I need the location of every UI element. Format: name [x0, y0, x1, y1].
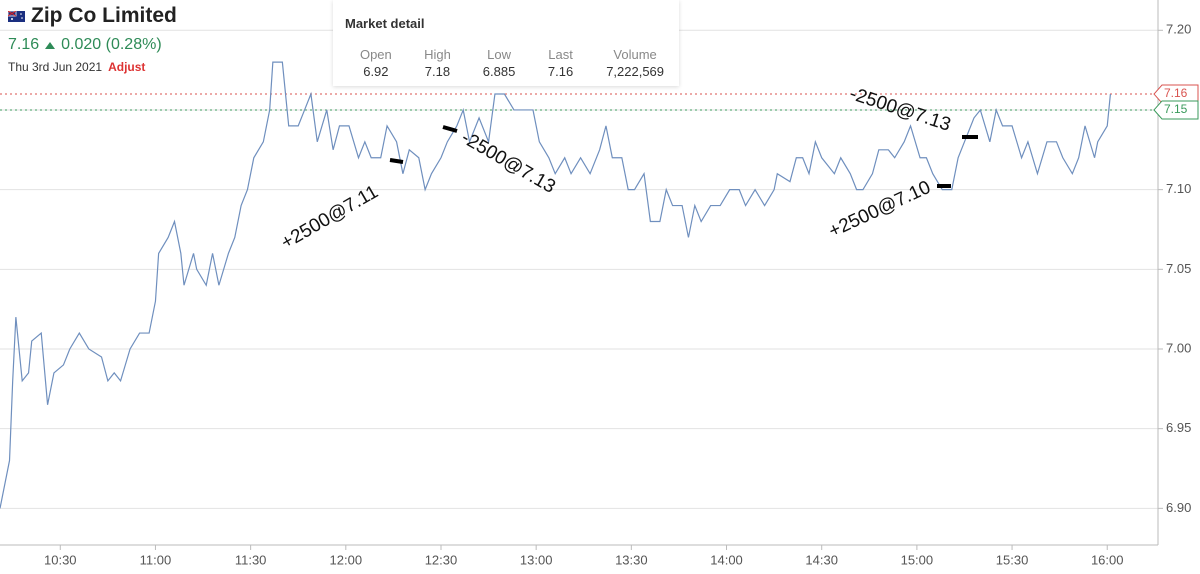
detail-label: High [424, 47, 451, 62]
detail-label: Last [548, 47, 573, 62]
x-tick-label: 14:00 [710, 552, 743, 567]
price-tag [1153, 100, 1199, 120]
x-tick-label: 11:00 [140, 552, 172, 567]
detail-label: Open [359, 47, 392, 62]
y-tick-label: 7.05 [1166, 261, 1191, 276]
x-tick-label: 14:30 [805, 552, 838, 567]
header: Zip Co Limited 7.16 0.020 (0.28%) Thu 3r… [8, 4, 177, 74]
last-price: 7.16 [8, 36, 40, 53]
trade-annotation: +2500@7.10 [826, 177, 934, 242]
x-tick-label: 12:00 [330, 552, 363, 567]
y-tick-label: 6.90 [1166, 500, 1191, 515]
stock-name: Zip Co Limited [31, 4, 177, 27]
market-detail: Market detail Open High Low Last Volume 6.92… [333, 0, 679, 86]
detail-value: 7.18 [424, 64, 451, 79]
price-line-series [0, 61, 1112, 509]
x-tick-label: 15:00 [901, 552, 934, 567]
x-tick-label: 13:00 [520, 552, 553, 567]
x-tick-label: 15:30 [996, 552, 1029, 567]
detail-label: Low [487, 47, 511, 62]
trade-marker [389, 158, 404, 164]
x-tick-label: 16:00 [1091, 552, 1124, 567]
y-tick-label: 7.10 [1166, 181, 1191, 196]
y-tick-label: 7.00 [1166, 340, 1191, 355]
y-tick-label: 6.95 [1166, 420, 1191, 435]
price-row: 7.16 0.020 (0.28%) [8, 36, 177, 54]
detail-value: 6.92 [363, 64, 389, 79]
y-tick-label: 7.20 [1166, 22, 1191, 37]
price-tag-label: 7.15 [1164, 102, 1188, 116]
x-tick-label: 10:30 [44, 552, 77, 567]
x-tick-label: 11:30 [235, 552, 267, 567]
trade-marker [442, 125, 458, 133]
price-tag [1153, 84, 1199, 104]
x-tick-label: 13:30 [615, 552, 648, 567]
detail-label: Volume [613, 47, 657, 62]
flag-icon [8, 10, 25, 22]
market-detail-title: Market detail [345, 16, 425, 31]
up-arrow [45, 42, 56, 49]
trade-annotation: +2500@7.11 [278, 181, 382, 253]
detail-value: 7.16 [547, 64, 574, 79]
detail-value: 6.885 [482, 64, 516, 79]
trade-annotation: -2500@7.13 [458, 127, 559, 198]
detail-value: 7,222,569 [606, 64, 665, 79]
adjust-button[interactable]: Adjust [108, 60, 146, 74]
market-detail-table: Open High Low Last Volume 6.92 7.18 6.885 7.16 7… [345, 46, 679, 80]
price-tag-label: 7.16 [1164, 86, 1188, 100]
title-row: Zip Co Limited [8, 4, 177, 28]
date-row: Thu 3rd Jun 2021 Adjust [8, 60, 177, 74]
x-tick-label: 12:30 [425, 552, 458, 567]
price-change: 0.020 (0.28%) [61, 36, 162, 53]
date: Thu 3rd Jun 2021 [8, 60, 103, 74]
